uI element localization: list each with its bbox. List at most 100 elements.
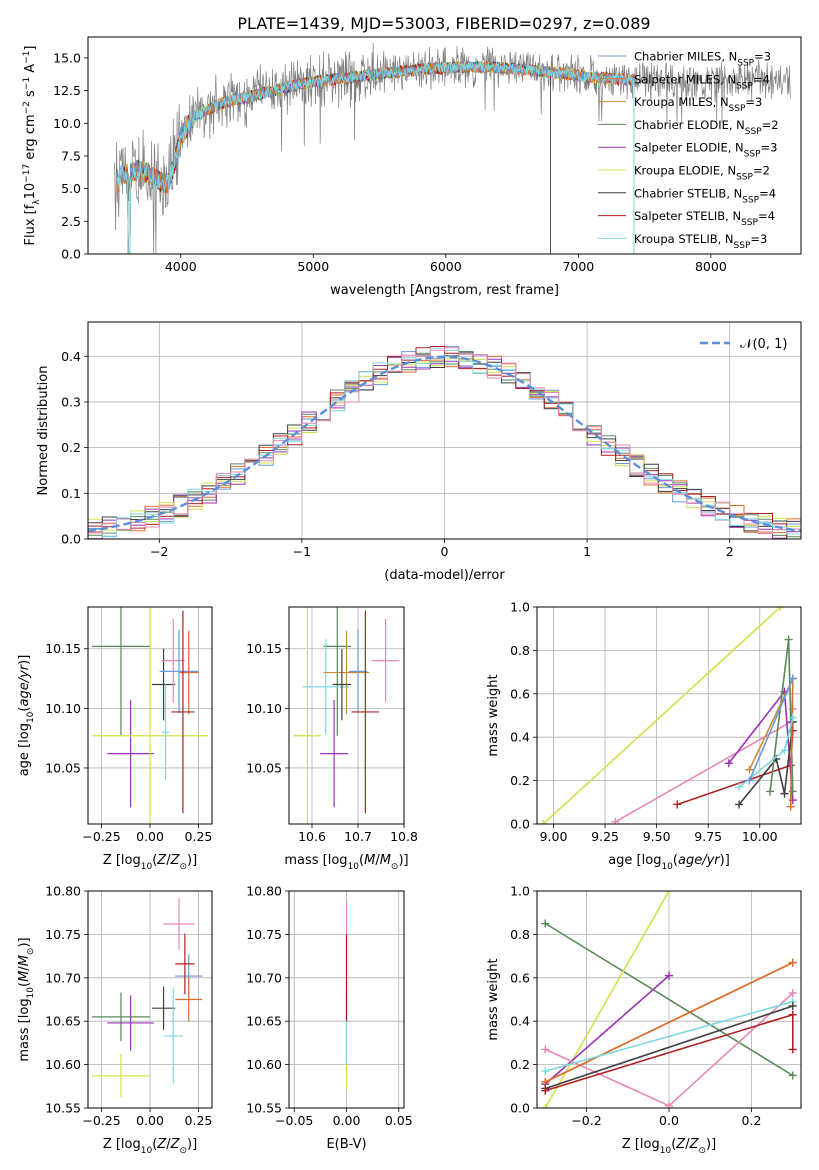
weight-line bbox=[544, 961, 794, 1083]
weight-marker bbox=[541, 1086, 550, 1095]
weight-marker bbox=[541, 1067, 550, 1076]
weight-marker bbox=[788, 988, 797, 997]
normal-curve bbox=[88, 355, 801, 533]
x-tick-label: −0.25 bbox=[82, 1113, 120, 1128]
y-tick-label: 0.0 bbox=[510, 817, 530, 832]
axes-frame bbox=[288, 606, 405, 825]
x-tick-label: 9.75 bbox=[694, 829, 722, 844]
x-tick-label: 10.00 bbox=[742, 829, 778, 844]
axes-frame bbox=[536, 890, 802, 1109]
axes-frame bbox=[87, 321, 802, 540]
error-bar-point bbox=[175, 933, 195, 995]
y-tick-label: 10.70 bbox=[246, 970, 282, 985]
x-tick-label: 0 bbox=[441, 544, 449, 559]
weight-marker bbox=[724, 759, 733, 768]
x-tick-label: −0.05 bbox=[275, 1113, 313, 1128]
panel-weight-vs-Z: −0.2 0.0 0.2 0.0 0.2 0.4 0.6 0.8 1.0 Z [log10(Z/Z… bbox=[486, 884, 802, 1156]
plot-area bbox=[91, 897, 203, 1098]
legend-entry: Chabrier ELODIE, NSSP=2 bbox=[634, 118, 779, 137]
x-axis-label: Z [log10(Z/Z⊙)] bbox=[103, 1137, 197, 1156]
weight-line bbox=[738, 721, 794, 806]
error-bar-point bbox=[302, 639, 349, 735]
y-axis-label: Normed distribution bbox=[36, 366, 51, 496]
y-tick-label: 10.0 bbox=[53, 116, 81, 131]
weight-marker bbox=[665, 891, 673, 895]
weight-marker bbox=[766, 787, 775, 796]
error-bar-point bbox=[163, 897, 195, 951]
error-bar-point bbox=[107, 700, 154, 808]
x-tick-label: 7000 bbox=[562, 259, 594, 274]
x-tick-label: 1 bbox=[583, 544, 591, 559]
y-tick-label: 1.0 bbox=[510, 600, 530, 615]
weight-marker bbox=[611, 817, 620, 824]
x-tick-label: 0.0 bbox=[659, 1113, 679, 1128]
figure-title: PLATE=1439, MJD=53003, FIBERID=0297, z=0… bbox=[237, 14, 650, 33]
weight-marker bbox=[788, 674, 797, 683]
plot-area bbox=[541, 891, 797, 1108]
error-bar-point bbox=[332, 648, 352, 721]
x-tick-label: −2 bbox=[150, 544, 168, 559]
x-tick-label: 5000 bbox=[297, 259, 329, 274]
weight-marker bbox=[541, 919, 550, 928]
x-tick-label: −0.2 bbox=[571, 1113, 601, 1128]
error-bar-point bbox=[91, 1054, 150, 1098]
x-axis-label: wavelength [Angstrom, rest frame] bbox=[330, 283, 559, 298]
y-tick-label: 10.05 bbox=[246, 760, 282, 775]
x-tick-label: 9.25 bbox=[591, 829, 619, 844]
x-tick-label: 2 bbox=[726, 544, 734, 559]
y-tick-label: 0.2 bbox=[61, 440, 81, 455]
weight-marker bbox=[788, 787, 797, 796]
x-axis-label: mass [log10(M/M⊙)] bbox=[284, 853, 408, 872]
y-tick-label: 10.65 bbox=[246, 1014, 282, 1029]
y-tick-label: 10.75 bbox=[246, 927, 282, 942]
weight-marker bbox=[786, 802, 795, 811]
model-spectrum-line bbox=[116, 61, 635, 254]
y-tick-label: 10.70 bbox=[45, 970, 81, 985]
y-tick-label: 5.0 bbox=[61, 181, 81, 196]
x-axis-label: Z [log10(Z/Z⊙)] bbox=[103, 853, 197, 872]
x-axis-label: (data-model)/error bbox=[384, 568, 505, 583]
y-tick-label: 10.80 bbox=[45, 884, 81, 899]
legend-entry: Chabrier MILES, NSSP=3 bbox=[634, 50, 771, 69]
y-tick-label: 10.55 bbox=[45, 1101, 81, 1116]
y-tick-label: 10.65 bbox=[45, 1014, 81, 1029]
y-tick-label: 0.2 bbox=[510, 1057, 530, 1072]
x-axis-label: Z [log10(Z/Z⊙)] bbox=[622, 1137, 716, 1156]
weight-marker bbox=[788, 1071, 797, 1080]
x-tick-label: 4000 bbox=[165, 259, 197, 274]
x-tick-label: 6000 bbox=[430, 259, 462, 274]
y-tick-label: 10.80 bbox=[246, 884, 282, 899]
x-axis-label: E(B-V) bbox=[326, 1137, 366, 1152]
y-tick-label: 0.0 bbox=[61, 532, 81, 547]
x-tick-label: 10.7 bbox=[344, 829, 372, 844]
y-tick-label: 0.0 bbox=[510, 1101, 530, 1116]
weight-marker bbox=[788, 1002, 797, 1011]
error-bar-point bbox=[151, 648, 176, 721]
y-tick-label: 0.4 bbox=[510, 1014, 530, 1029]
error-bar-point bbox=[151, 986, 176, 1030]
y-axis-label: mass weight bbox=[486, 674, 501, 756]
plot-area bbox=[88, 346, 801, 539]
weight-marker bbox=[735, 800, 744, 809]
axes-frame bbox=[87, 36, 802, 255]
x-tick-label: 0.00 bbox=[136, 1113, 164, 1128]
panel-mass-vs-EBV: −0.05 0.00 0.05 10.55 10.60 10.65 10.70 10.75 10… bbox=[246, 884, 412, 1153]
axes-frame bbox=[87, 890, 213, 1109]
legend-entry: Salpeter STELIB, NSSP=4 bbox=[634, 209, 775, 228]
weight-line bbox=[789, 678, 794, 807]
error-bar-point bbox=[171, 610, 195, 814]
weight-marker bbox=[784, 635, 793, 644]
plot-area bbox=[293, 607, 400, 824]
y-tick-label: 0.0 bbox=[61, 247, 81, 262]
x-tick-label: 10.8 bbox=[390, 829, 418, 844]
weight-line bbox=[542, 607, 781, 824]
legend-entry: Kroupa ELODIE, NSSP=2 bbox=[634, 164, 770, 183]
weight-marker bbox=[541, 1045, 550, 1054]
histogram-step bbox=[88, 347, 801, 534]
error-bar-point bbox=[179, 630, 199, 715]
x-tick-label: 9.00 bbox=[540, 829, 568, 844]
y-tick-label: 1.0 bbox=[510, 884, 530, 899]
error-bar-point bbox=[91, 992, 150, 1042]
weight-line bbox=[544, 891, 670, 1108]
panel-mass-vs-Z: −0.25 0.00 0.25 10.55 10.60 10.65 10.70 10.75 10… bbox=[17, 884, 213, 1156]
